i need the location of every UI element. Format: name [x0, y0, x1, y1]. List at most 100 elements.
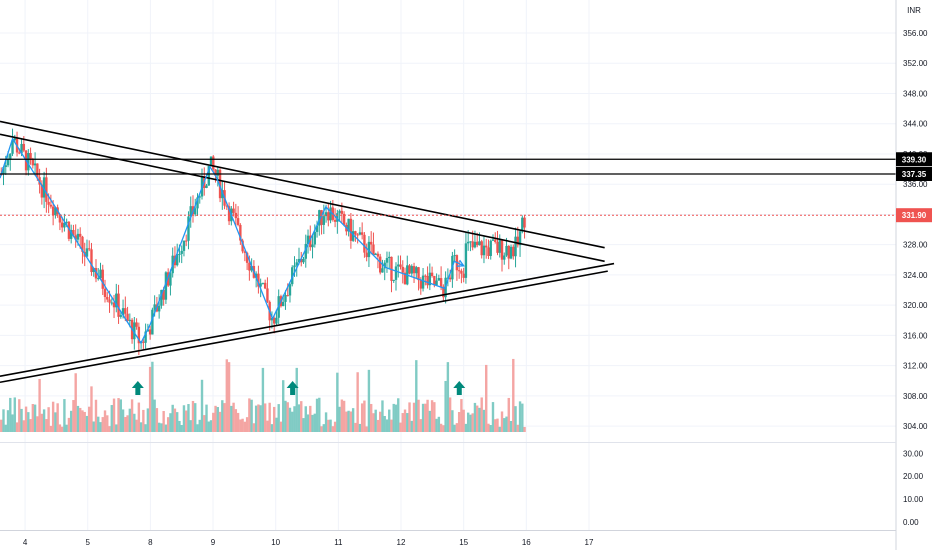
volume-bar: [187, 404, 190, 432]
volume-bar: [437, 416, 441, 432]
candle-body: [29, 153, 32, 160]
current-price-badge-label: 331.90: [902, 211, 927, 220]
volume-bar: [507, 397, 510, 432]
volume-bar: [207, 421, 210, 432]
volume-bar: [297, 404, 301, 432]
volume-bar: [399, 422, 402, 432]
volume-bar: [175, 412, 179, 432]
volume-bar: [430, 400, 434, 432]
volume-bar: [369, 403, 373, 432]
volume-bar: [232, 402, 235, 432]
volume-bar: [397, 398, 400, 432]
volume-bar: [351, 408, 355, 432]
candle-body: [457, 270, 461, 272]
volume-bar: [212, 412, 215, 432]
candle-body: [180, 250, 183, 254]
volume-bar: [293, 406, 296, 432]
volume-bar: [385, 419, 389, 432]
volume-bar: [22, 420, 26, 432]
volume-bar: [42, 409, 46, 432]
volume-bar: [261, 367, 265, 432]
candle-body: [36, 163, 39, 178]
candle-body: [381, 268, 384, 273]
volume-bar: [171, 404, 174, 432]
volume-bar: [503, 418, 506, 432]
price-axis-panel[interactable]: [896, 0, 932, 550]
trend-lines: [0, 120, 615, 384]
candle-body: [232, 208, 235, 213]
volume-bar: [153, 399, 156, 432]
candle-body: [347, 218, 350, 232]
volume-bar: [394, 404, 398, 432]
candle-body: [324, 212, 328, 217]
volume-bar: [374, 409, 377, 432]
volume-bar: [234, 409, 238, 432]
breakout-arrows: [131, 381, 466, 395]
volume-bar: [428, 410, 432, 432]
candle-body: [494, 239, 497, 242]
volume-bar: [189, 420, 192, 432]
volume-bar: [342, 400, 346, 432]
candle-body: [473, 241, 477, 248]
volume-bar: [367, 369, 371, 432]
volume-bar: [466, 412, 470, 432]
volume-bar: [494, 419, 497, 432]
candle-body: [505, 245, 508, 256]
candle-body: [175, 254, 179, 266]
volume-bar: [191, 400, 195, 432]
volume-bar: [6, 410, 10, 432]
candle-body: [311, 244, 314, 248]
candle-body: [286, 295, 289, 297]
candle-body: [475, 241, 479, 246]
candle-body: [482, 245, 486, 256]
volume-bar: [106, 415, 109, 432]
volume-bar: [349, 411, 353, 432]
candle-body: [462, 273, 465, 278]
candle-body: [521, 217, 524, 232]
volume-bar: [482, 409, 486, 432]
time-tick-label: 15: [459, 538, 468, 547]
candle-body: [18, 152, 21, 154]
candle-body: [466, 241, 470, 244]
volume-bar: [178, 420, 181, 432]
candle-body: [49, 204, 53, 207]
candle-body: [491, 239, 495, 241]
candle-body: [388, 256, 391, 259]
level-badge-bg: [896, 166, 932, 181]
candle-body: [51, 206, 55, 216]
volume-bar: [496, 418, 499, 432]
volume-bar: [329, 419, 332, 432]
candle-body: [6, 159, 10, 166]
volume-bar: [151, 361, 154, 432]
candle-body: [243, 251, 247, 253]
candle-body: [356, 234, 359, 236]
volume-bar: [324, 412, 328, 432]
volume-bar: [40, 413, 44, 432]
level-badge-bg: [896, 152, 932, 167]
up-arrow-icon: [131, 381, 144, 395]
candle-body: [376, 253, 380, 257]
zigzag-arrowhead: [456, 259, 465, 267]
volume-bar: [331, 426, 335, 432]
volume-bar: [218, 411, 222, 432]
candle-body: [69, 229, 73, 239]
volume-bar: [4, 424, 7, 432]
volume-bar: [505, 416, 508, 432]
volume-bar: [33, 404, 37, 432]
trend-line: [0, 133, 605, 263]
volume-bar: [196, 424, 199, 432]
volume-bar: [478, 407, 481, 432]
candle-body: [74, 235, 77, 240]
candle-body: [275, 317, 278, 324]
volume-bar: [103, 410, 107, 432]
candle-body: [225, 205, 229, 207]
volume-bar: [194, 403, 197, 432]
up-arrow-icon: [453, 381, 466, 395]
volume-bar: [254, 405, 258, 432]
candle-body: [263, 282, 267, 289]
candle-body: [115, 293, 118, 308]
volume-bar: [288, 407, 292, 432]
volume-bar: [185, 410, 188, 432]
candle-body: [367, 241, 371, 258]
